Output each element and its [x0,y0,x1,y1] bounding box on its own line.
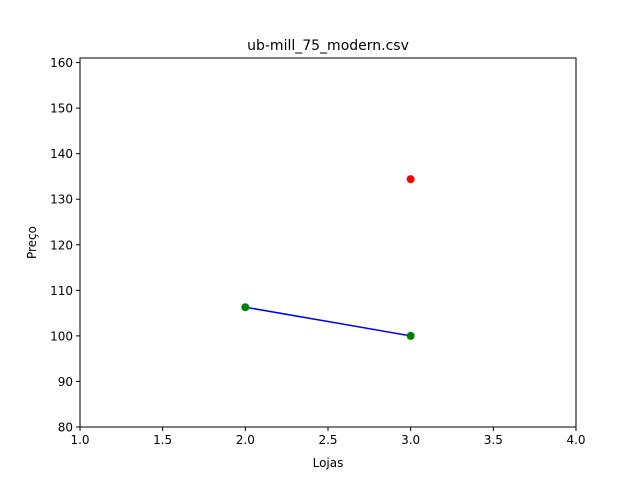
y-tick-label: 80 [58,421,73,435]
data-point [241,303,250,312]
chart-title: ub-mill_75_modern.csv [247,38,409,54]
x-tick-label: 3.0 [401,433,420,447]
y-tick-label: 130 [50,193,73,207]
x-tick-label: 2.5 [318,433,337,447]
data-point [406,175,415,184]
y-tick-label: 120 [50,238,73,252]
x-axis-label: Lojas [313,456,344,470]
series-line [245,306,411,337]
x-tick-label: 3.5 [484,433,503,447]
plot-marks [241,175,415,340]
y-tick-label: 90 [58,375,73,389]
x-tick-label: 4.0 [566,433,585,447]
y-tick-label: 150 [50,102,73,116]
y-tick-label: 140 [50,147,73,161]
x-tick-label: 1.5 [153,433,172,447]
y-tick-label: 110 [50,284,73,298]
x-tick-label: 2.0 [236,433,255,447]
plot-frame [79,57,577,428]
y-tick-label: 160 [50,56,73,70]
y-axis-label: Preço [25,226,39,259]
data-point [406,331,415,340]
x-tick-label: 1.0 [70,433,89,447]
y-tick-label: 100 [50,329,73,343]
axes-group: 1.0 1.5 2.0 2.5 3.0 3.5 4.0 80 90 100 110 120 130 140… [50,56,585,447]
